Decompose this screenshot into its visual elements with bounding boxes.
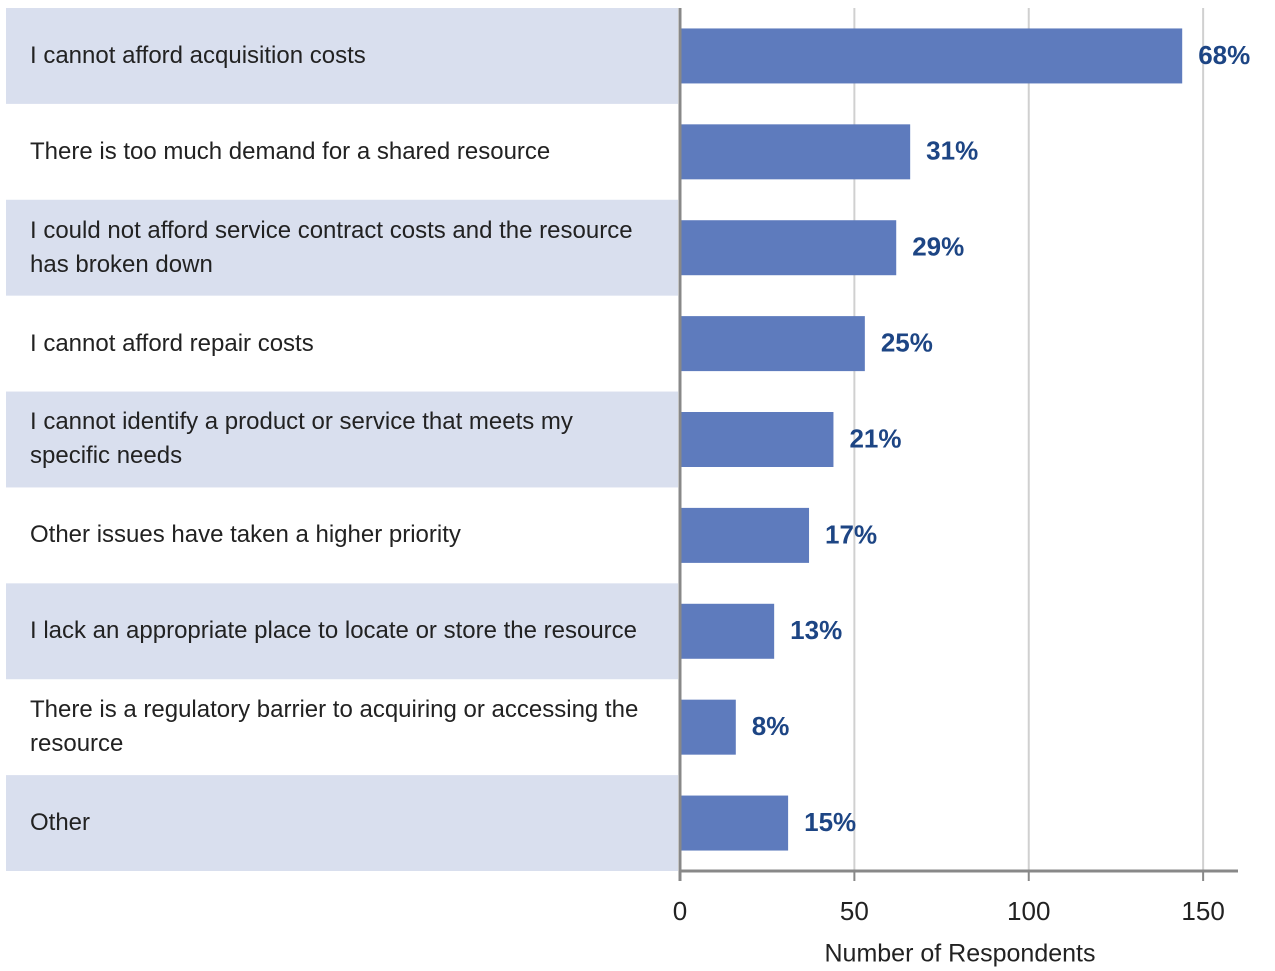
data-label: 15%	[804, 807, 856, 837]
category-label: I cannot afford acquisition costs	[30, 41, 366, 69]
data-label: 21%	[849, 423, 901, 453]
category-label: There is a regulatory barrier to acquiri…	[30, 696, 639, 758]
category-label: Other issues have taken a higher priorit…	[30, 521, 461, 549]
category-label: I could not afford service contract cost…	[30, 216, 633, 278]
category-label: I cannot identify a product or service t…	[30, 408, 573, 470]
data-label: 68%	[1198, 40, 1250, 70]
bar	[680, 220, 897, 276]
row-band	[6, 775, 678, 871]
x-tick-label: 50	[840, 896, 869, 926]
data-label: 17%	[825, 519, 877, 549]
row-band	[6, 583, 678, 680]
data-label: 29%	[912, 232, 964, 262]
bar	[680, 316, 865, 372]
x-axis-title: Number of Respondents	[825, 940, 1096, 968]
row-band	[6, 199, 678, 296]
data-label: 8%	[752, 711, 790, 741]
category-label: I lack an appropriate place to locate or…	[30, 617, 638, 645]
bar	[680, 124, 911, 180]
bar	[680, 28, 1183, 84]
bar	[680, 603, 775, 659]
x-tick-label: 150	[1181, 896, 1224, 926]
data-label: 31%	[926, 136, 978, 166]
row-band	[6, 391, 678, 488]
category-label: There is too much demand for a shared re…	[30, 137, 551, 165]
category-label: I cannot afford repair costs	[30, 329, 314, 357]
bar	[680, 699, 736, 755]
bar	[680, 412, 834, 467]
data-label: 25%	[881, 327, 933, 357]
data-label: 13%	[790, 615, 842, 645]
category-label: Other	[30, 809, 91, 837]
bar	[680, 507, 810, 563]
x-tick-label: 100	[1007, 896, 1050, 926]
x-tick-label: 0	[673, 896, 687, 926]
bar	[680, 795, 789, 851]
row-band	[6, 8, 678, 104]
